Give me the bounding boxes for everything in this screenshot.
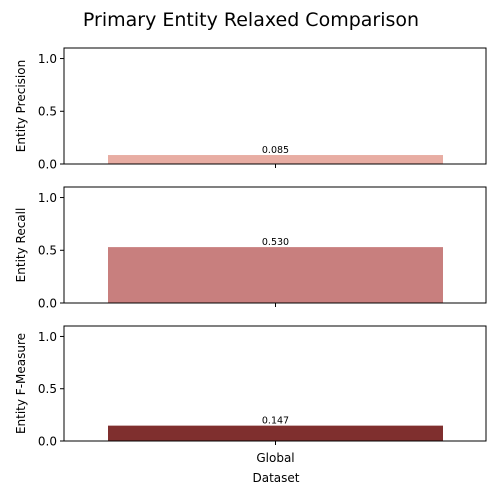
y-tick-label: 0.5 [38,382,57,396]
axes-frame [63,47,487,165]
y-axis-label: Entity Precision [14,60,28,152]
chart-title: Primary Entity Relaxed Comparison [83,9,419,31]
y-axis-label: Entity F-Measure [14,333,28,434]
y-tick-label: 0.0 [38,434,57,448]
x-tick-label: Global [256,451,294,465]
y-axis-label: Entity Recall [14,208,28,283]
y-tick-label: 0.0 [38,296,57,310]
y-tick-label: 0.0 [38,157,57,171]
x-axis-label: Dataset [253,471,300,485]
y-tick-label: 0.5 [38,244,57,258]
y-tick-label: 1.0 [38,330,57,344]
bar [108,425,443,441]
bar-value-label: 0.530 [262,237,289,248]
bar [108,155,443,164]
y-tick-label: 0.5 [38,105,57,119]
bar-value-label: 0.085 [262,145,289,156]
y-tick-label: 1.0 [38,52,57,66]
axes-frame [63,186,487,304]
y-tick-label: 1.0 [38,191,57,205]
bar [108,247,443,303]
axes-frame [63,325,487,442]
bar-value-label: 0.147 [262,416,289,427]
